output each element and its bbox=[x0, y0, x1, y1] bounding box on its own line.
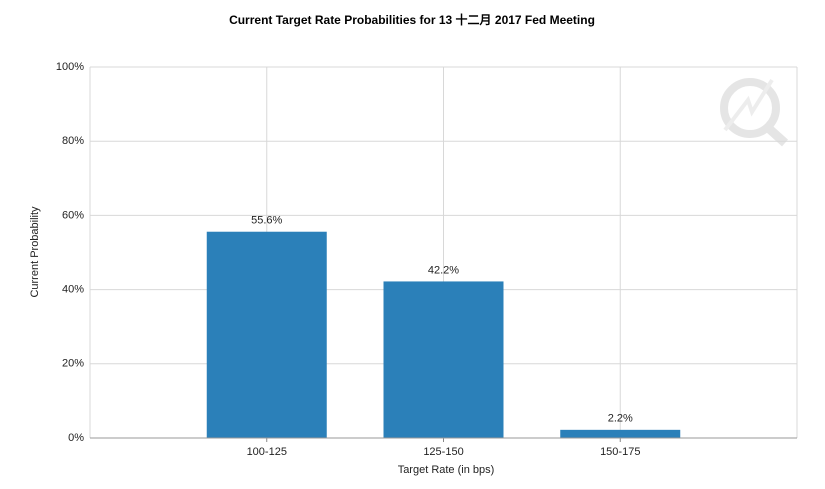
y-tick-label: 20% bbox=[62, 358, 84, 370]
x-tick-label: 125-150 bbox=[423, 446, 463, 458]
chart-title: Current Target Rate Probabilities for 13… bbox=[229, 12, 595, 27]
y-tick-label: 100% bbox=[56, 61, 84, 73]
y-tick-label: 60% bbox=[62, 209, 84, 221]
y-axis-label: Current Probability bbox=[29, 206, 41, 298]
bar bbox=[206, 231, 327, 438]
y-tick-label: 40% bbox=[62, 284, 84, 296]
data-label: 55.6% bbox=[251, 215, 282, 227]
bar bbox=[383, 281, 504, 438]
x-tick-label: 100-125 bbox=[247, 446, 287, 458]
bar bbox=[560, 429, 681, 438]
y-tick-label: 80% bbox=[62, 135, 84, 147]
y-tick-label: 0% bbox=[68, 432, 84, 444]
x-tick-label: 150-175 bbox=[600, 446, 640, 458]
x-axis-label: Target Rate (in bps) bbox=[398, 464, 495, 476]
data-label: 2.2% bbox=[608, 413, 633, 425]
data-label: 42.2% bbox=[428, 264, 459, 276]
watermark bbox=[720, 78, 789, 147]
